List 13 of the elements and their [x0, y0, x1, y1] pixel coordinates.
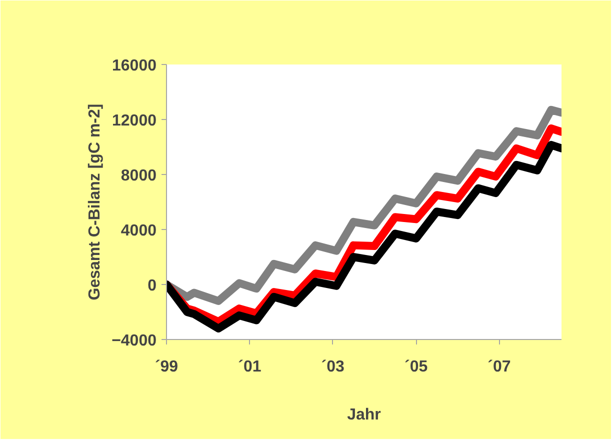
- x-tick-label: ´03: [321, 358, 345, 376]
- y-tick-label: −4000: [112, 332, 157, 350]
- x-axis-title: Jahr: [347, 406, 381, 424]
- x-tick-label: ´05: [404, 358, 428, 376]
- x-tick-label: ´07: [488, 358, 511, 376]
- y-tick-label: 12000: [112, 112, 157, 130]
- y-tick-label: 8000: [120, 168, 157, 184]
- y-tick-label: 16000: [112, 58, 157, 74]
- x-tick-label: ´01: [238, 358, 262, 376]
- x-tick-label: ´99: [154, 358, 178, 376]
- y-tick-label: 0: [148, 278, 157, 294]
- y-axis-title: Gesamt C-Bilanz [gC m-2]: [86, 104, 104, 300]
- y-tick-label: 4000: [120, 222, 157, 240]
